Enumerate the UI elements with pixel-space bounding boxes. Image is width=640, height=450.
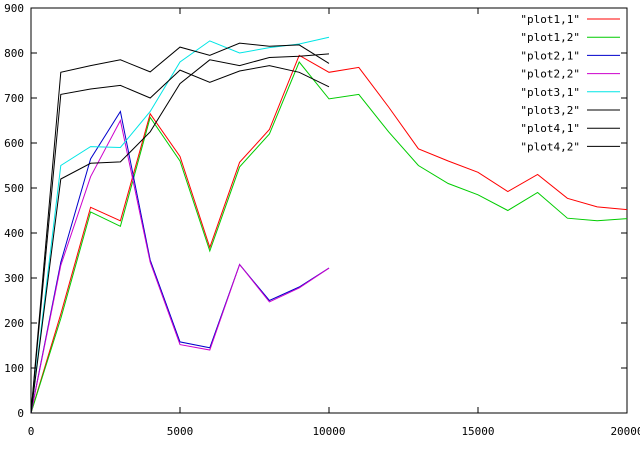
chart-series <box>30 36 628 414</box>
y-tick-label: 900 <box>4 2 24 15</box>
y-tick-label: 500 <box>4 182 24 195</box>
series-line-3 <box>30 110 330 414</box>
y-tick-label: 700 <box>4 92 24 105</box>
x-tick-label: 0 <box>28 425 35 438</box>
y-tick-label: 400 <box>4 227 24 240</box>
y-tick-label: 800 <box>4 47 24 60</box>
x-tick-label: 10000 <box>312 425 345 438</box>
x-tick-label: 15000 <box>461 425 494 438</box>
legend-label: "plot2,1" <box>520 49 580 62</box>
series-line-2 <box>30 61 628 414</box>
series-line-5 <box>30 36 330 414</box>
legend-label: "plot4,2" <box>520 140 580 153</box>
legend: "plot1,1" "plot1,2" "plot2,1" "plot2,2" "plo… <box>520 13 620 153</box>
legend-label: "plot4,1" <box>520 122 580 135</box>
series-line-8 <box>30 53 330 414</box>
x-tick-label: 5000 <box>167 425 194 438</box>
y-tick-label: 600 <box>4 137 24 150</box>
y-tick-label: 100 <box>4 362 24 375</box>
legend-label: "plot2,2" <box>520 68 580 81</box>
legend-label: "plot1,1" <box>520 13 580 26</box>
y-tick-label: 0 <box>17 407 24 420</box>
legend-label: "plot3,1" <box>520 86 580 99</box>
series-line-4 <box>30 119 330 414</box>
series-line-7 <box>30 65 330 414</box>
series-line-6 <box>30 42 330 414</box>
y-tick-label: 200 <box>4 317 24 330</box>
legend-label: "plot1,2" <box>520 31 580 44</box>
legend-label: "plot3,2" <box>520 104 580 117</box>
y-tick-label: 300 <box>4 272 24 285</box>
series-line-1 <box>30 54 628 414</box>
